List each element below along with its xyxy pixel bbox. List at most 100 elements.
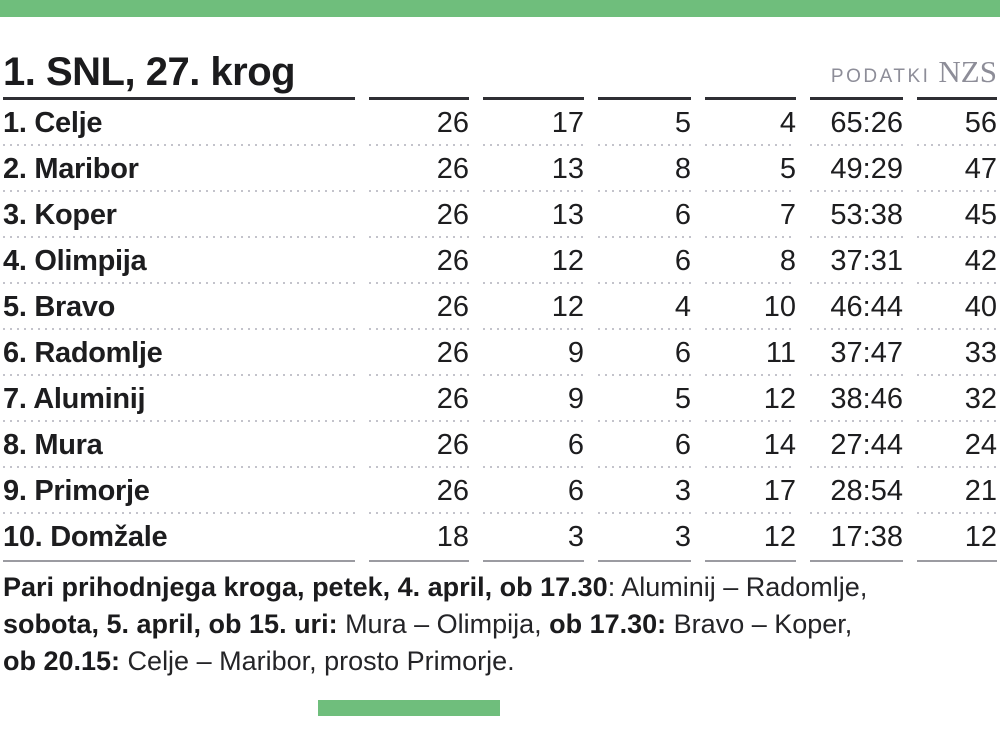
goals-cell: 37:47	[810, 330, 903, 376]
team-cell: 6. Radomlje	[3, 330, 355, 376]
team-cell: 1. Celje	[3, 100, 355, 146]
fixture-detail: Bravo – Koper,	[666, 609, 853, 639]
footer-rule-segment	[483, 560, 584, 562]
wins-cell: 17	[483, 100, 584, 146]
team-rank: 4.	[3, 245, 27, 277]
played-cell: 26	[369, 468, 469, 514]
fixture-heading: Pari prihodnjega kroga, petek, 4. april,…	[3, 572, 608, 602]
draws-cell: 6	[598, 422, 691, 468]
goals-cell: 38:46	[810, 376, 903, 422]
fixture-line: Pari prihodnjega kroga, petek, 4. april,…	[3, 569, 997, 606]
team-cell: 4. Olimpija	[3, 238, 355, 284]
losses-cell: 7	[705, 192, 796, 238]
team-rank: 10.	[3, 521, 43, 553]
bottom-accent-bar	[318, 700, 500, 716]
draws-cell: 3	[598, 468, 691, 514]
losses-cell: 12	[763, 521, 796, 553]
team-cell: 5. Bravo	[3, 284, 355, 330]
team-name: Aluminij	[33, 383, 146, 415]
losses-cell: 5	[705, 146, 796, 192]
team-name: Olimpija	[34, 245, 147, 277]
team-rank: 8.	[3, 429, 27, 461]
fixture-line: ob 20.15: Celje – Maribor, prosto Primor…	[3, 643, 997, 680]
team-rank: 5.	[3, 291, 27, 323]
losses-cell: 12	[705, 376, 796, 422]
played-cell: 18	[436, 521, 469, 553]
goals-cell: 53:38	[810, 192, 903, 238]
top-accent-bar	[0, 0, 1000, 17]
draws-cell: 6	[598, 192, 691, 238]
standings-table: 1. Celje 26 17 5 4 65:26 56 2. Maribor 2…	[0, 97, 1000, 562]
header-rule-segment	[483, 97, 584, 100]
team-cell: 8. Mura	[3, 422, 355, 468]
played-cell: 26	[369, 238, 469, 284]
losses-cell: 17	[705, 468, 796, 514]
team-name: Koper	[34, 199, 117, 231]
losses-cell: 10	[705, 284, 796, 330]
points-cell: 40	[917, 284, 997, 330]
header-rule-segment	[917, 97, 997, 100]
goals-cell: 65:26	[810, 100, 903, 146]
points-cell: 33	[917, 330, 997, 376]
team-name: Mura	[34, 429, 103, 461]
draws-cell: 5	[598, 376, 691, 422]
fixture-time: sobota, 5. april, ob 15. uri:	[3, 609, 338, 639]
header-rule-segment	[369, 97, 469, 100]
team-name: Radomlje	[34, 337, 163, 369]
fixture-detail: : Aluminij – Radomlje,	[607, 572, 868, 602]
source-brand-nzs: NZS	[938, 54, 997, 89]
fixture-detail: Mura – Olimpija,	[337, 609, 550, 639]
team-rank: 2.	[3, 153, 27, 185]
played-cell: 26	[369, 100, 469, 146]
played-cell: 26	[369, 330, 469, 376]
team-rank: 7.	[3, 383, 27, 415]
points-cell: 47	[917, 146, 997, 192]
team-rank: 1.	[3, 107, 27, 139]
footer-rule-segment	[598, 560, 691, 562]
goals-cell: 27:44	[810, 422, 903, 468]
wins-cell: 3	[567, 521, 584, 553]
masthead: 1. SNL, 27. krog PODATKI NZS	[0, 17, 1000, 97]
team-cell: 10. Domžale	[3, 514, 355, 560]
draws-cell: 3	[674, 521, 691, 553]
wins-cell: 13	[483, 192, 584, 238]
fixture-time: ob 17.30:	[549, 609, 667, 639]
footer-rule-segment	[369, 560, 469, 562]
team-name: Maribor	[34, 153, 139, 185]
goals-cell: 37:31	[810, 238, 903, 284]
fixture-line: sobota, 5. april, ob 15. uri: Mura – Oli…	[3, 606, 997, 643]
team-cell: 9. Primorje	[3, 468, 355, 514]
played-cell: 26	[369, 376, 469, 422]
team-rank: 6.	[3, 337, 27, 369]
source-label: PODATKI	[830, 66, 931, 87]
points-cell: 32	[917, 376, 997, 422]
wins-cell: 6	[483, 422, 584, 468]
fixture-detail: Celje – Maribor, prosto Primorje.	[120, 646, 515, 676]
played-cell: 26	[369, 422, 469, 468]
footer-rule-segment	[810, 560, 903, 562]
played-cell: 26	[369, 146, 469, 192]
header-rule-segment	[810, 97, 903, 100]
goals-cell: 49:29	[810, 146, 903, 192]
draws-cell: 8	[598, 146, 691, 192]
points-cell: 56	[917, 100, 997, 146]
team-rank: 9.	[3, 475, 27, 507]
team-cell: 2. Maribor	[3, 146, 355, 192]
fixtures-text: Pari prihodnjega kroga, petek, 4. april,…	[0, 562, 1000, 680]
footer-rule-segment	[705, 560, 796, 562]
team-cell: 3. Koper	[3, 192, 355, 238]
losses-cell: 8	[705, 238, 796, 284]
losses-cell: 11	[705, 330, 796, 376]
team-name: Primorje	[34, 475, 150, 507]
header-rule-segment	[3, 97, 355, 100]
header-rule-segment	[598, 97, 691, 100]
team-name: Celje	[34, 107, 103, 139]
points-cell: 24	[917, 422, 997, 468]
losses-cell: 4	[705, 100, 796, 146]
points-cell: 45	[917, 192, 997, 238]
points-cell: 12	[964, 521, 997, 553]
wins-cell: 12	[483, 284, 584, 330]
goals-cell: 46:44	[810, 284, 903, 330]
page-title: 1. SNL, 27. krog	[3, 50, 296, 94]
team-name: Bravo	[34, 291, 116, 323]
